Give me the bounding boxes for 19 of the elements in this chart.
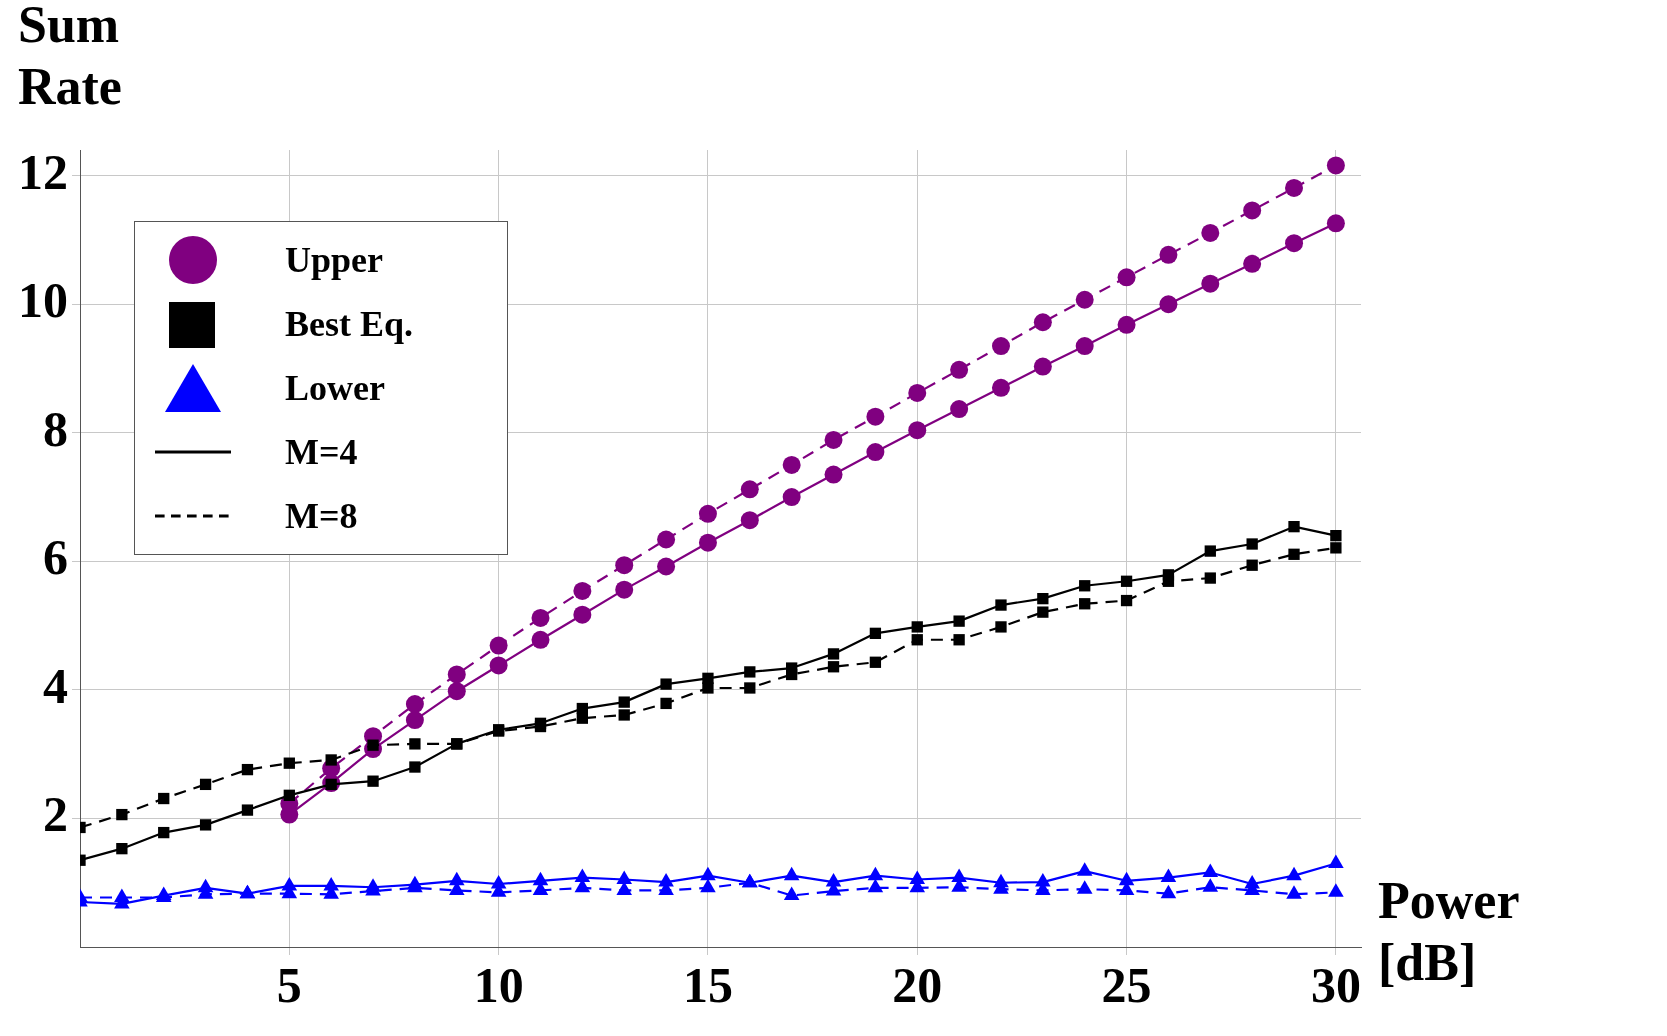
x-tick-label: 5 — [276, 956, 302, 1013]
legend-label: Upper — [285, 239, 383, 281]
legend-label: Lower — [285, 367, 385, 409]
x-tick-label: 15 — [682, 956, 733, 1013]
y-tick-label: 4 — [43, 657, 68, 714]
x-tick-label: 30 — [1310, 956, 1361, 1013]
x-tick-label: 20 — [892, 956, 943, 1013]
y-tick-label: 12 — [18, 143, 68, 200]
annotation: M=8 — [285, 495, 358, 537]
y-tick-label: 10 — [18, 272, 68, 329]
y-tick-label: 6 — [43, 529, 68, 586]
annotation: M=4 — [285, 431, 358, 473]
x-tick-label: 25 — [1101, 956, 1152, 1013]
x-axis-title: Power [dB] — [1378, 871, 1520, 993]
y-axis-title: Sum Rate — [18, 0, 122, 117]
y-tick-label: 8 — [43, 400, 68, 457]
legend-label: Best Eq. — [285, 303, 414, 345]
y-tick-label: 2 — [43, 786, 68, 843]
x-tick-label: 10 — [473, 956, 524, 1013]
